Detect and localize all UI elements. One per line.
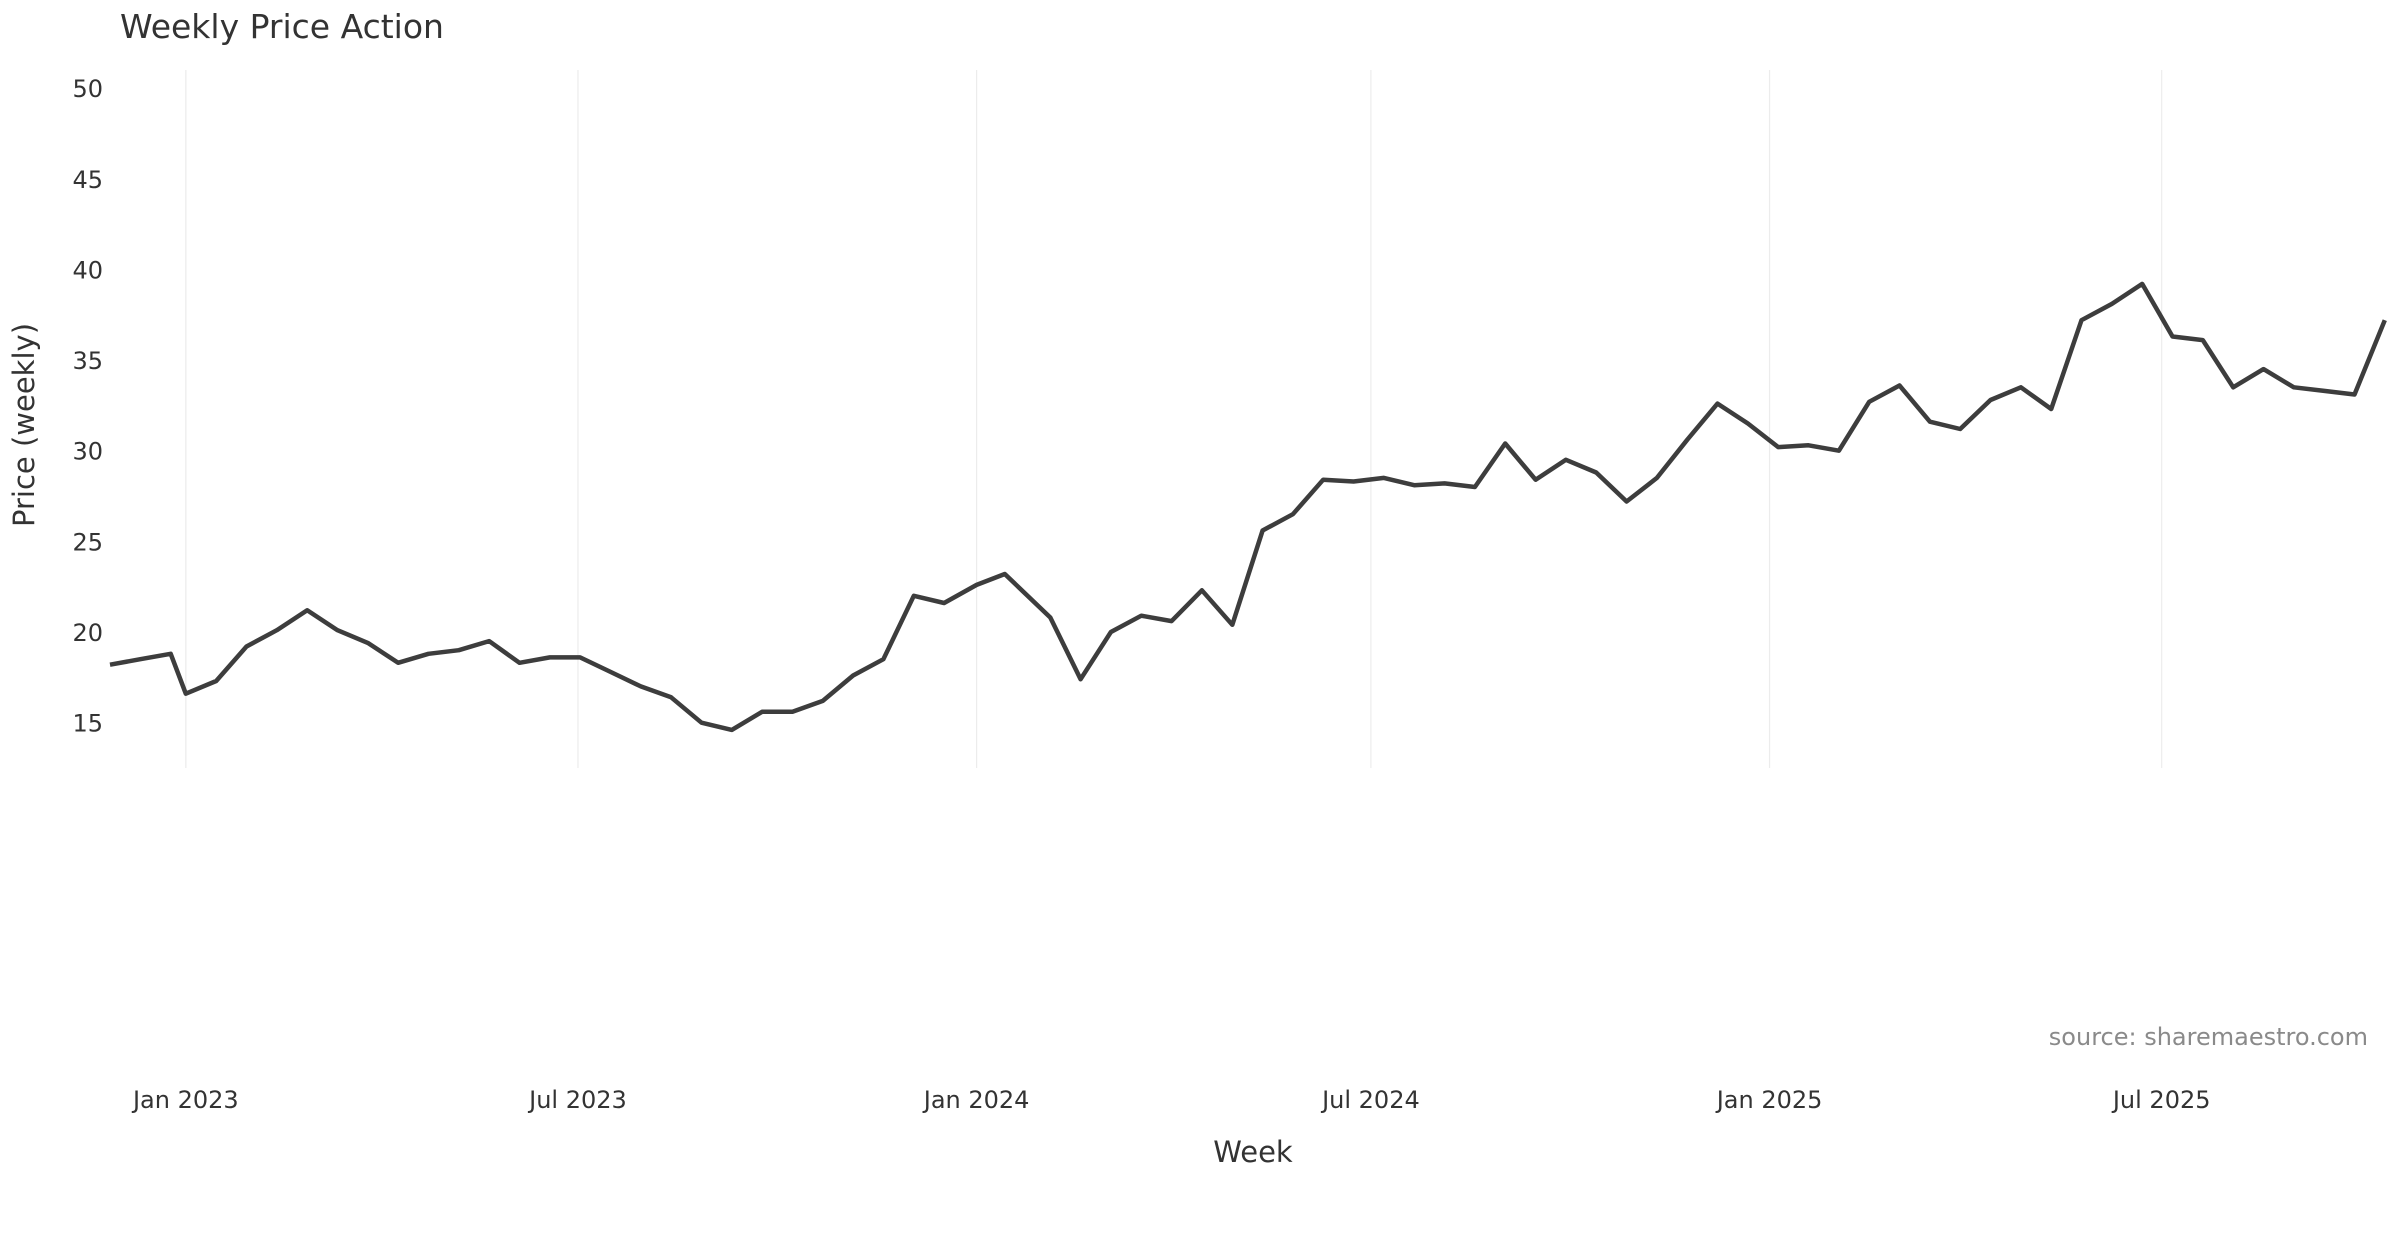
chart-title: Weekly Price Action — [120, 7, 444, 46]
x-tick-label: Jul 2023 — [527, 1086, 627, 1114]
source-note: source: sharemaestro.com — [2049, 1023, 2368, 1051]
x-axis-title: Week — [1213, 1135, 1293, 1169]
x-tick-label: Jan 2023 — [131, 1086, 239, 1114]
price-y-tick-label: 35 — [72, 347, 103, 375]
x-tick-label: Jul 2025 — [2111, 1086, 2211, 1114]
plot-area: Jan 2023 Jul 2023 Jan 2024 Jul 2024 Jan 2025… — [72, 70, 2387, 1114]
x-tick-label: Jan 2024 — [922, 1086, 1030, 1114]
price-y-tick-label: 40 — [72, 256, 103, 284]
x-tick-label: Jan 2025 — [1715, 1086, 1823, 1114]
price-y-tick-label: 30 — [72, 438, 103, 466]
price-axis-title: Price (weekly) — [7, 323, 41, 527]
series-line — [109, 281, 2387, 733]
x-tick-label: Jul 2024 — [1320, 1086, 1420, 1114]
price-y-tick-label: 20 — [72, 619, 103, 647]
price-y-tick-label: 25 — [72, 528, 103, 556]
price-y-tick-label: 15 — [72, 710, 103, 738]
price-y-tick-label: 50 — [72, 75, 103, 103]
price-y-tick-label: 45 — [72, 166, 103, 194]
